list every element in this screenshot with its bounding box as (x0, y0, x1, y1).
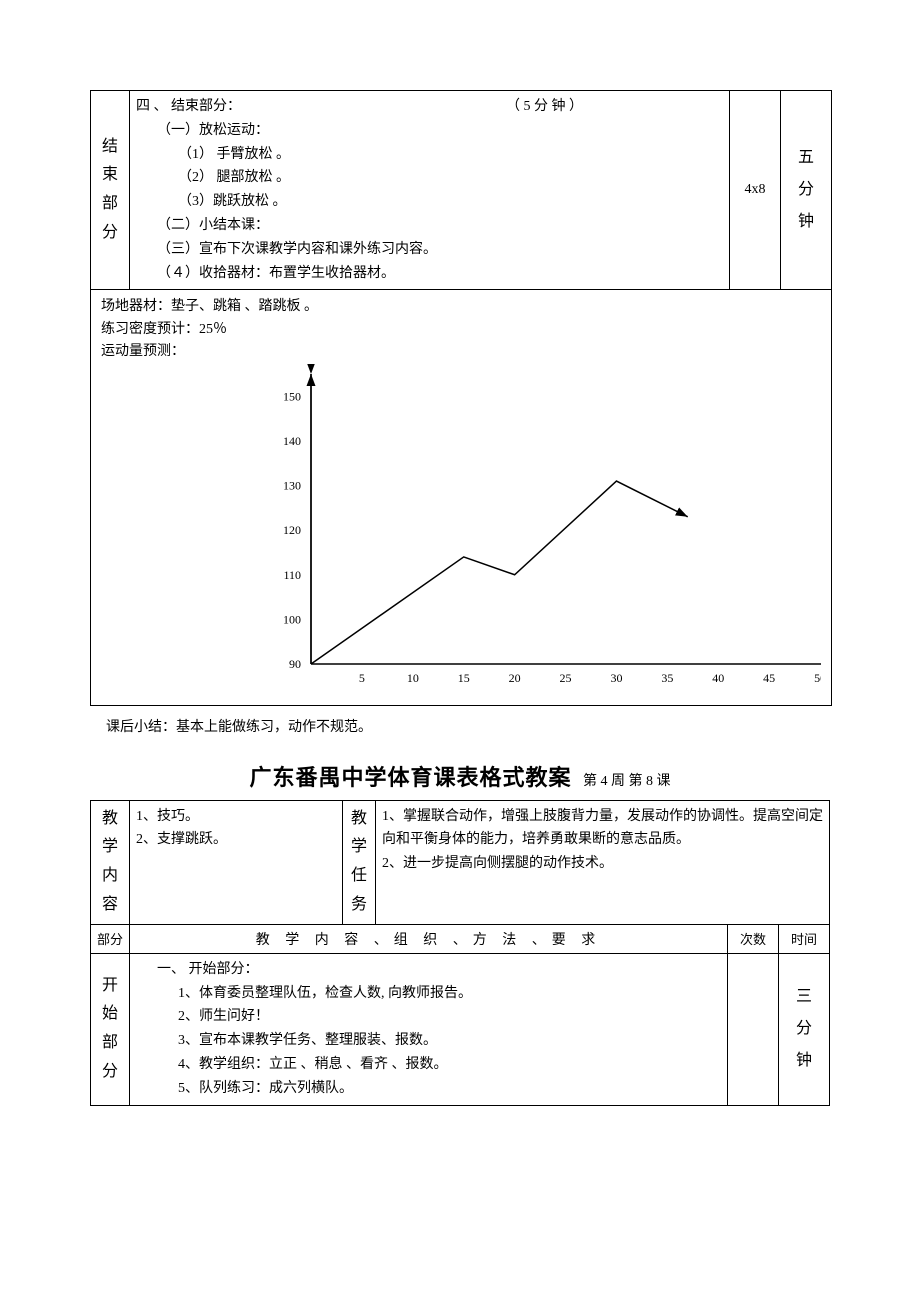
lesson-table-1: 结 束 部 分 四 、 结束部分： （ 5 分 钟 ） （一）放松运动： （1）… (90, 90, 832, 706)
col-hdr-content: 教 学 内 容 、组 织 、方 法 、要 求 (130, 924, 728, 953)
svg-text:15: 15 (458, 671, 470, 684)
svg-text:150: 150 (283, 389, 301, 403)
svg-text:30: 30 (610, 671, 622, 684)
svg-text:140: 140 (283, 433, 301, 447)
ending-count: 4x8 (730, 91, 781, 290)
ending-time: 五 分 钟 (781, 91, 832, 290)
svg-text:50: 50 (814, 671, 821, 684)
svg-text:120: 120 (283, 523, 301, 537)
start-count (728, 953, 779, 1105)
section-label-ending: 结 束 部 分 (91, 91, 130, 290)
teach-task-text: 1、掌握联合动作，增强上肢腹背力量，发展动作的协调性。提高空间定向和平衡身体的能… (376, 800, 830, 924)
ending-title: 四 、 结束部分： (136, 95, 241, 119)
teach-content-text: 1、技巧。 2、支撑跳跃。 (130, 800, 343, 924)
equipment-line: 场地器材：垫子、跳箱 、踏跳板 。 (101, 296, 821, 318)
svg-text:110: 110 (283, 567, 301, 581)
section-label-start: 开 始 部 分 (91, 953, 130, 1105)
load-line: 运动量预测： (101, 341, 821, 363)
lesson-title-main: 广东番禺中学体育课表格式教案 (249, 765, 571, 790)
svg-text:10: 10 (407, 671, 419, 684)
lesson-table-2: 教 学 内 容 1、技巧。 2、支撑跳跃。 教 学 任 务 1、掌握联合动作，增… (90, 800, 830, 1106)
col-hdr-time: 时间 (779, 924, 830, 953)
svg-text:130: 130 (283, 478, 301, 492)
svg-text:90: 90 (289, 657, 301, 671)
ending-content: 四 、 结束部分： （ 5 分 钟 ） （一）放松运动： （1） 手臂放松 。 … (130, 91, 730, 290)
chart-area: 场地器材：垫子、跳箱 、踏跳板 。 练习密度预计：25％ 运动量预测： 90 10… (91, 290, 832, 705)
svg-text:20: 20 (509, 671, 521, 684)
teach-content-label: 教 学 内 容 (91, 800, 130, 924)
svg-text:100: 100 (283, 612, 301, 626)
load-chart: 90 100 110 120 130 140 150 5 10 15 20 25 30 35 40 45 50 (101, 364, 821, 684)
ending-duration: （ 5 分 钟 ） (506, 95, 723, 119)
density-line: 练习密度预计：25％ (101, 319, 821, 341)
svg-text:25: 25 (560, 671, 572, 684)
svg-text:40: 40 (712, 671, 724, 684)
teach-task-label: 教 学 任 务 (343, 800, 376, 924)
post-lesson-note: 课后小结：基本上能做练习，动作不规范。 (106, 716, 830, 736)
svg-text:5: 5 (359, 671, 365, 684)
lesson-title-sub: 第 4 周 第 8 课 (583, 774, 671, 789)
lesson-title: 广东番禺中学体育课表格式教案 第 4 周 第 8 课 (90, 760, 830, 792)
svg-text:35: 35 (661, 671, 673, 684)
svg-text:45: 45 (763, 671, 775, 684)
col-hdr-count: 次数 (728, 924, 779, 953)
start-content: 一、 开始部分： 1、体育委员整理队伍，检查人数, 向教师报告。 2、师生问好！… (130, 953, 728, 1105)
col-hdr-part: 部分 (91, 924, 130, 953)
start-time: 三 分 钟 (779, 953, 830, 1105)
